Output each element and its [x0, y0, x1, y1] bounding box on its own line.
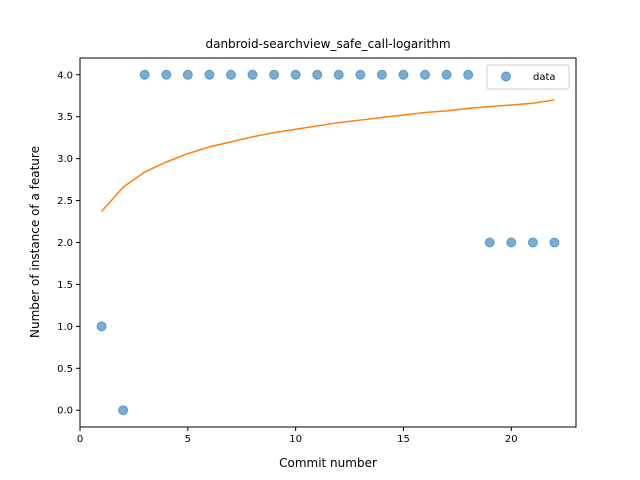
data-point: [355, 69, 366, 80]
data-point: [484, 237, 495, 248]
data-point: [247, 69, 258, 80]
data-point: [506, 237, 517, 248]
data-point: [549, 237, 560, 248]
legend-label-data: data: [533, 72, 556, 83]
y-tick-label: 3.5: [57, 112, 73, 123]
data-point: [225, 69, 236, 80]
x-tick-label: 10: [289, 434, 302, 445]
data-point: [398, 69, 409, 80]
data-point: [269, 69, 280, 80]
data-point: [312, 69, 323, 80]
y-tick-label: 0.0: [57, 406, 73, 417]
data-point: [420, 69, 431, 80]
fit-line: [101, 99, 555, 212]
data-point: [441, 69, 452, 80]
y-tick-label: 2.5: [57, 196, 73, 207]
data-point: [182, 69, 193, 80]
data-point: [333, 69, 344, 80]
data-point: [527, 237, 538, 248]
y-tick-label: 4.0: [57, 70, 73, 81]
chart-title: danbroid-searchview_safe_call-logarithm: [205, 37, 450, 51]
plot-frame: [79, 57, 577, 428]
data-point: [204, 69, 215, 80]
data-point: [290, 69, 301, 80]
data-point: [118, 405, 129, 416]
y-tick-label: 3.0: [57, 154, 73, 165]
y-tick-label: 0.5: [57, 364, 73, 375]
x-tick-label: 20: [505, 434, 518, 445]
x-tick-label: 5: [185, 434, 191, 445]
y-tick-label: 1.0: [57, 322, 73, 333]
y-tick-label: 1.5: [57, 280, 73, 291]
x-axis-label: Commit number: [279, 456, 377, 470]
x-tick-label: 0: [77, 434, 83, 445]
data-point: [139, 69, 150, 80]
x-tick-label: 15: [397, 434, 410, 445]
y-axis-label: Number of instance of a feature: [28, 146, 42, 338]
legend-box: [486, 64, 570, 90]
data-point: [463, 69, 474, 80]
legend-marker-data: [501, 71, 511, 82]
data-point: [376, 69, 387, 80]
y-tick-label: 2.0: [57, 238, 73, 249]
legend: data: [486, 64, 570, 90]
data-point: [96, 321, 107, 332]
data-point: [161, 69, 172, 80]
